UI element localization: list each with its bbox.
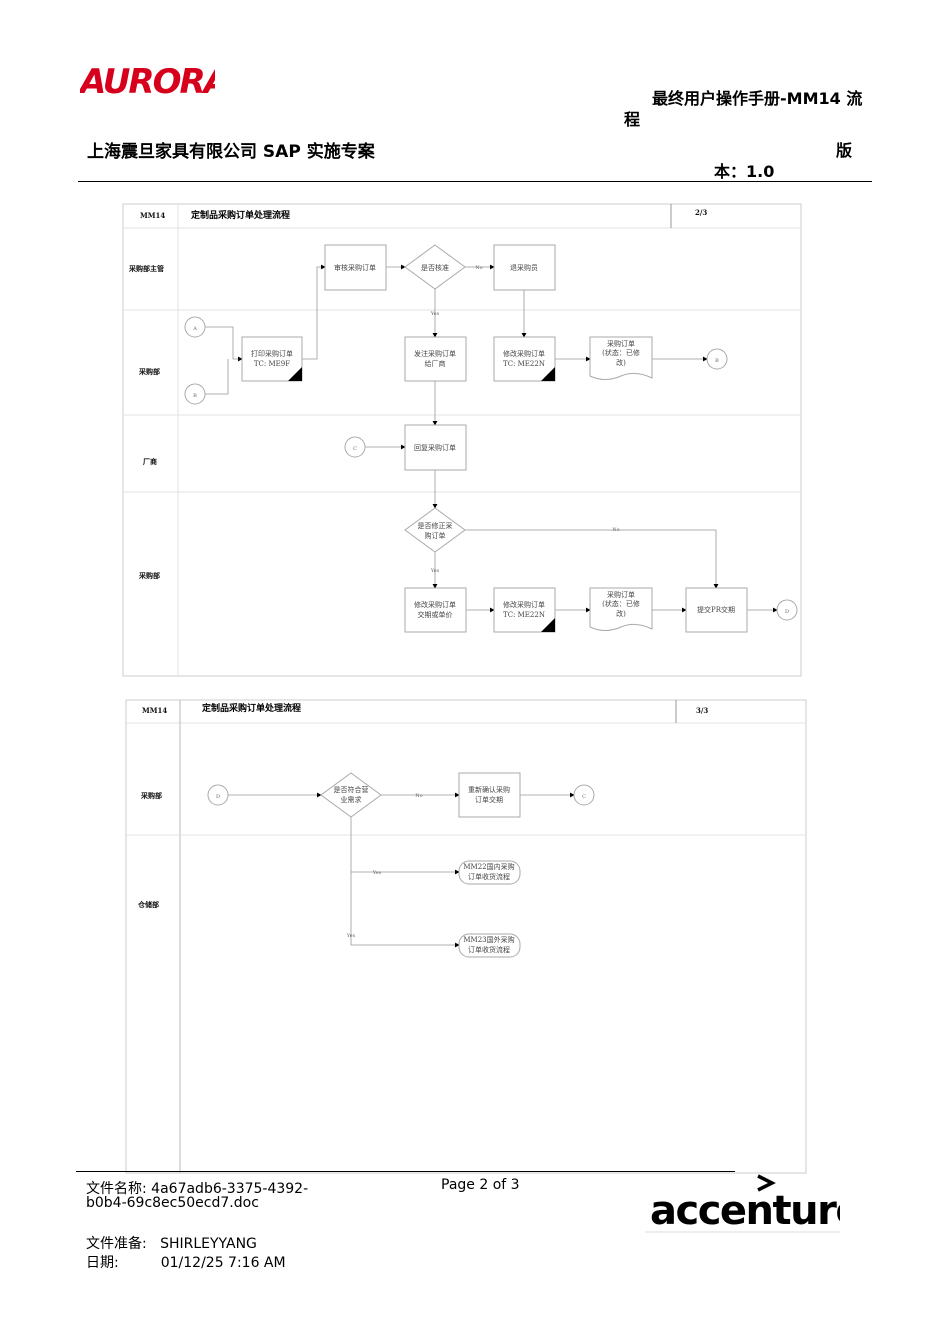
- svg-text:C: C: [353, 446, 357, 452]
- process-box: [493, 244, 556, 291]
- svg-text:改): 改): [616, 609, 626, 618]
- connector-circle: C: [573, 784, 595, 806]
- diagram-code: MM14: [142, 706, 167, 715]
- svg-text:A: A: [192, 326, 197, 332]
- lane-label: 采购部主管: [128, 264, 164, 273]
- connector-circle: A: [184, 316, 206, 338]
- svg-text:TC: ME22N: TC: ME22N: [503, 611, 545, 619]
- diagram-code: MM14: [140, 211, 165, 220]
- lane-label: 采购部: [138, 571, 160, 580]
- terminal-shape: [458, 933, 521, 958]
- diagram-page: 2/3: [695, 208, 707, 217]
- lane-label: 厂商: [143, 457, 157, 466]
- doc-title: 最终用户操作手册-MM14 流: [652, 89, 863, 108]
- diagram-title: 定制品采购订单处理流程: [201, 702, 301, 714]
- svg-text:提交PR交期: 提交PR交期: [697, 605, 735, 614]
- version-value: 本：1.0: [714, 162, 775, 181]
- svg-text:重新确认采购: 重新确认采购: [468, 785, 510, 794]
- svg-text:AURORA: AURORA: [80, 62, 215, 98]
- svg-text:退采购员: 退采购员: [510, 263, 538, 272]
- company-project: 上海震旦家具有限公司 SAP 实施专案: [87, 142, 375, 162]
- process-box: [493, 587, 556, 633]
- svg-text:Yes: Yes: [430, 568, 440, 574]
- svg-text:订单收货流程: 订单收货流程: [468, 945, 510, 954]
- svg-text:MM22国内采购: MM22国内采购: [463, 862, 514, 871]
- svg-text:是否核准: 是否核准: [421, 263, 449, 272]
- date-line: 日期: 01/12/25 7:16 AM: [86, 1255, 286, 1271]
- diagram-page: 3/3: [696, 706, 708, 715]
- decision-diamond: [404, 244, 466, 290]
- lane-label: 仓储部: [137, 900, 159, 909]
- document-shape: [589, 587, 653, 631]
- lane-label: 采购部: [138, 367, 160, 376]
- svg-text:修改采购订单: 修改采购订单: [503, 600, 545, 609]
- svg-text:回复采购订单: 回复采购订单: [414, 443, 456, 452]
- svg-text:打印采购订单: 打印采购订单: [251, 349, 293, 358]
- svg-text:采购订单: 采购订单: [607, 339, 635, 348]
- svg-text:No: No: [612, 527, 619, 533]
- connector-circle: D: [207, 784, 229, 806]
- process-box: [458, 772, 521, 818]
- svg-text:Yes: Yes: [346, 933, 356, 939]
- svg-text:业需求: 业需求: [341, 795, 362, 804]
- svg-text:给厂商: 给厂商: [425, 359, 446, 368]
- svg-text:Yes: Yes: [430, 311, 440, 317]
- document-shape: [589, 336, 653, 380]
- svg-text:审核采购订单: 审核采购订单: [334, 263, 376, 272]
- connector-circle: B: [706, 348, 728, 370]
- svg-text:订单交期: 订单交期: [475, 795, 503, 804]
- svg-text:B: B: [193, 393, 197, 399]
- connector-circle: D: [776, 599, 798, 621]
- process-box: [241, 336, 303, 382]
- process-box: [685, 587, 748, 633]
- svg-text:Yes: Yes: [372, 870, 382, 876]
- svg-text:MM23国外采购: MM23国外采购: [463, 935, 514, 944]
- svg-text:D: D: [785, 609, 789, 615]
- svg-text:交期或单价: 交期或单价: [418, 610, 453, 619]
- svg-text:改): 改): [616, 358, 626, 367]
- connector-circle: C: [344, 436, 366, 458]
- svg-text:购订单: 购订单: [425, 531, 446, 540]
- header-divider: [78, 181, 872, 182]
- svg-text:(状态：已修: (状态：已修: [602, 348, 640, 357]
- diagram-title: 定制品采购订单处理流程: [190, 209, 290, 221]
- aurora-logo: AURORA: [80, 62, 215, 98]
- svg-text:B: B: [715, 358, 719, 364]
- process-box: [404, 336, 467, 382]
- page-number: Page 2 of 3: [441, 1177, 520, 1193]
- svg-text:D: D: [216, 794, 220, 800]
- svg-text:发注采购订单: 发注采购订单: [414, 349, 456, 358]
- svg-text:No: No: [475, 265, 482, 271]
- decision-diamond: [404, 507, 466, 553]
- footer-divider: [76, 1171, 735, 1172]
- svg-text:是否修正采: 是否修正采: [418, 521, 453, 530]
- svg-text:是否符合营: 是否符合营: [334, 785, 369, 794]
- svg-text:修改采购订单: 修改采购订单: [503, 349, 545, 358]
- svg-text:订单收货流程: 订单收货流程: [468, 872, 510, 881]
- svg-text:No: No: [415, 793, 422, 799]
- filename-cont: b0b4-69c8ec50ecd7.doc: [86, 1195, 259, 1211]
- svg-text:采购订单: 采购订单: [607, 590, 635, 599]
- lane-label: 采购部: [140, 791, 162, 800]
- process-box: [404, 587, 467, 633]
- process-box: [324, 244, 387, 291]
- svg-text:(状态：已修: (状态：已修: [602, 599, 640, 608]
- prepared-by: 文件准备: SHIRLEYYANG: [86, 1236, 257, 1252]
- svg-text:C: C: [582, 794, 586, 800]
- doc-title-cont: 程: [624, 110, 641, 129]
- filename-line: 文件名称: 4a67adb6-3375-4392-: [86, 1181, 309, 1197]
- svg-text:修改采购订单: 修改采购订单: [414, 600, 456, 609]
- svg-text:TC: ME22N: TC: ME22N: [503, 360, 545, 368]
- svg-text:accenture: accenture: [650, 1188, 840, 1234]
- terminal-shape: [458, 860, 521, 885]
- accenture-logo: accenture: [645, 1174, 840, 1234]
- svg-text:TC: ME9F: TC: ME9F: [254, 360, 290, 368]
- process-box: [404, 424, 467, 471]
- decision-diamond: [320, 772, 382, 818]
- connector-circle: B: [184, 383, 206, 405]
- process-box: [493, 336, 556, 382]
- version-label: 版: [836, 141, 853, 160]
